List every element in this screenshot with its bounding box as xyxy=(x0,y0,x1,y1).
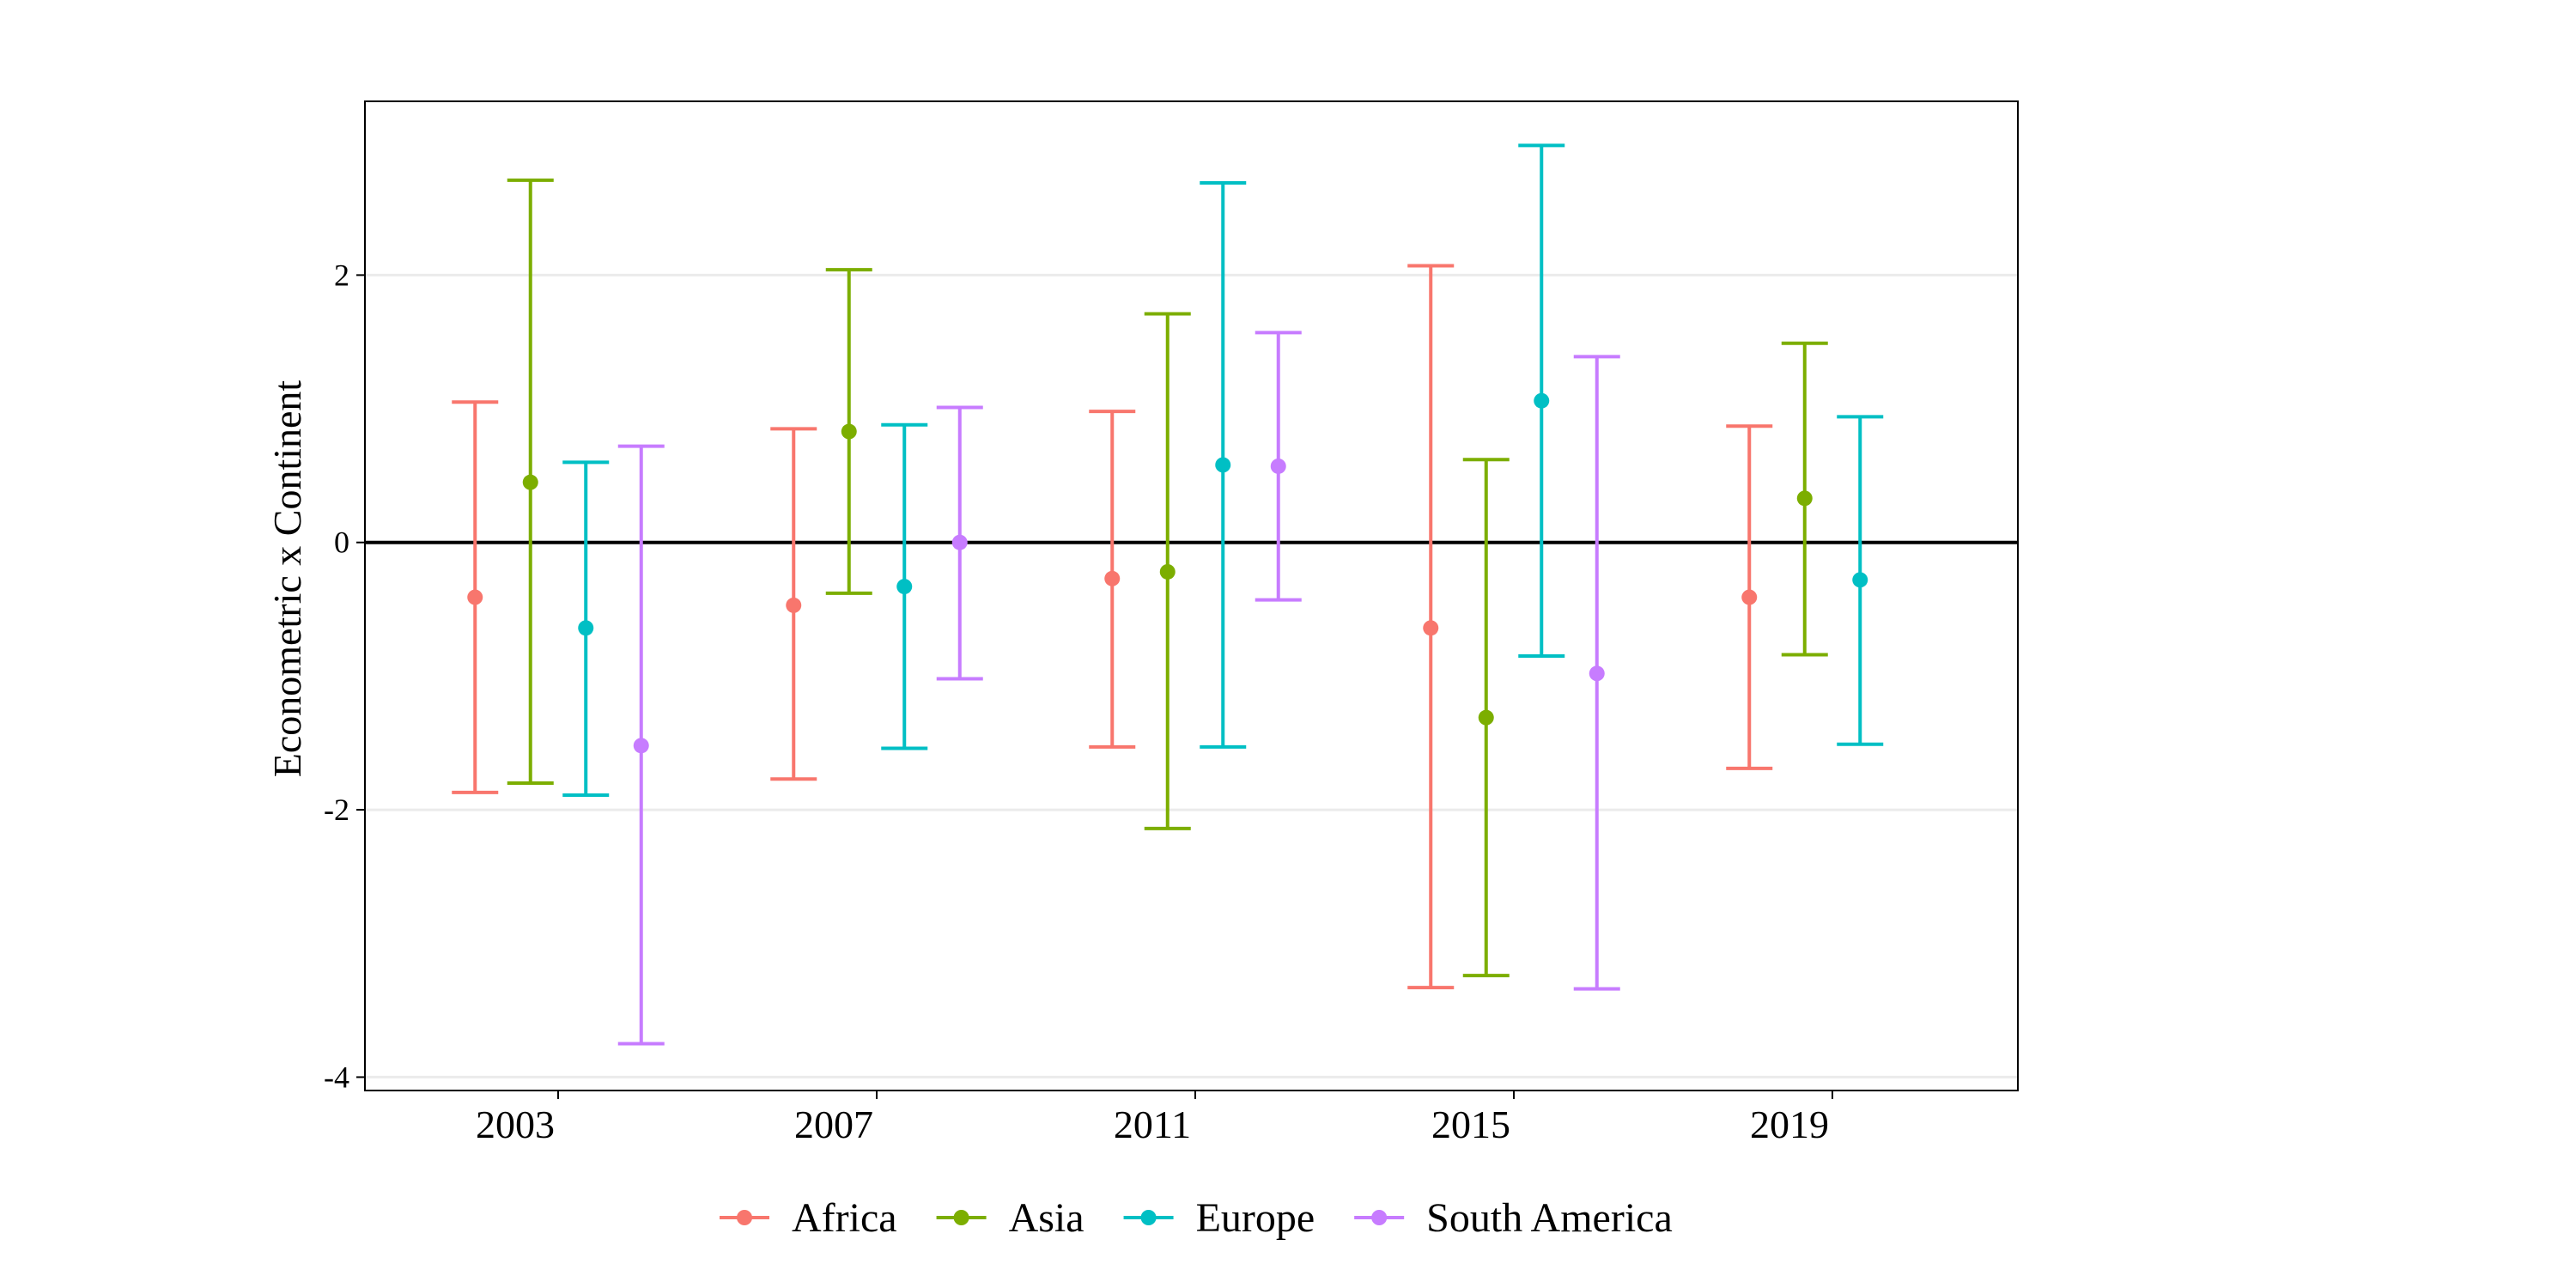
legend-label: Asia xyxy=(1009,1195,1084,1241)
legend-item-asia: Asia xyxy=(936,1195,1084,1241)
y-axis: -4 -2 0 2 xyxy=(324,258,365,1094)
point-estimate xyxy=(1534,392,1550,409)
series-europe xyxy=(562,143,1884,797)
point-estimate xyxy=(633,738,649,754)
point-estimate xyxy=(467,589,483,605)
point-estimate xyxy=(786,597,802,613)
x-tick-label: 2003 xyxy=(476,1103,555,1146)
legend-label: South America xyxy=(1426,1195,1673,1241)
point-estimate xyxy=(896,579,913,595)
series-asia xyxy=(507,178,1828,978)
point-estimate xyxy=(1270,458,1286,474)
point-estimate xyxy=(841,423,857,440)
point-estimate xyxy=(522,474,538,490)
point-estimate xyxy=(578,620,594,636)
legend-item-africa: Africa xyxy=(720,1195,897,1241)
y-tick-label: 0 xyxy=(334,526,349,560)
x-tick-label: 2011 xyxy=(1114,1103,1191,1146)
point-estimate xyxy=(1589,665,1605,682)
y-tick-label: -4 xyxy=(324,1060,349,1094)
legend-label: Africa xyxy=(792,1195,897,1241)
series-south-america xyxy=(617,331,1620,1046)
point-estimate xyxy=(1796,490,1813,507)
y-tick-label: 2 xyxy=(334,258,349,292)
legend-item-europe: Europe xyxy=(1123,1195,1315,1241)
point-estimate xyxy=(951,534,968,550)
panel-border xyxy=(364,100,2019,1091)
point-estimate xyxy=(1478,709,1494,726)
legend-key-point xyxy=(1371,1210,1388,1225)
legend-key-point xyxy=(953,1210,969,1225)
legend-key-point xyxy=(737,1210,752,1225)
x-tick-label: 2007 xyxy=(794,1103,873,1146)
x-tick-label: 2019 xyxy=(1750,1103,1829,1146)
point-estimate xyxy=(1852,572,1868,588)
legend: Africa Asia Europe South America xyxy=(720,1195,1673,1241)
series-africa xyxy=(452,264,1773,990)
legend-key-point xyxy=(1140,1210,1157,1225)
x-tick-label: 2015 xyxy=(1431,1103,1510,1146)
series-layer xyxy=(452,143,1884,1046)
point-estimate xyxy=(1104,570,1121,586)
point-estimate xyxy=(1741,589,1758,605)
legend-label: Europe xyxy=(1196,1195,1315,1241)
point-estimate xyxy=(1423,620,1439,636)
y-axis-title: Econometric x Continent xyxy=(265,380,309,778)
legend-item-south-america: South America xyxy=(1354,1195,1673,1241)
point-estimate xyxy=(1159,563,1176,580)
point-estimate xyxy=(1215,457,1231,473)
y-tick-label: -2 xyxy=(324,793,349,827)
x-axis: 2003 2007 2011 2015 2019 xyxy=(476,1091,1833,1146)
